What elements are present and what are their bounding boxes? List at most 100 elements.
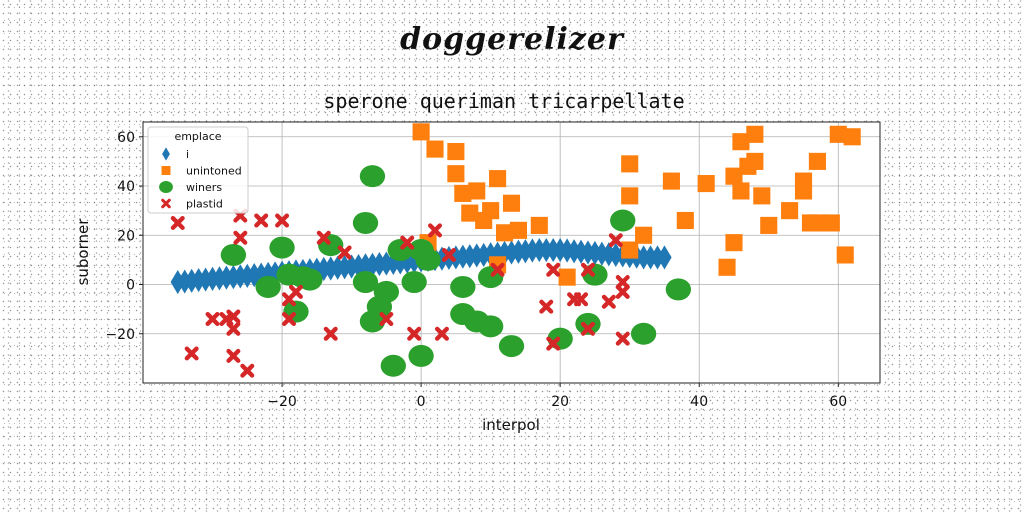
- data-point-winers: [373, 280, 399, 303]
- data-point-i: [226, 265, 241, 290]
- data-point-i: [344, 254, 359, 279]
- data-point-unintoned: [509, 221, 528, 239]
- data-point-plastid: [226, 309, 241, 324]
- chart-title: sperone queriman tricarpellate: [323, 89, 684, 113]
- data-point-i: [177, 269, 192, 294]
- data-point-i: [337, 255, 352, 280]
- data-point-plastid: [205, 311, 220, 326]
- y-tick-label: 20: [117, 228, 135, 244]
- data-point-unintoned: [489, 170, 507, 188]
- legend-marker-unintoned: [161, 166, 171, 175]
- data-point-i: [559, 238, 575, 263]
- data-point-plastid: [615, 331, 630, 346]
- data-point-winers: [665, 278, 692, 301]
- data-point-i: [601, 242, 616, 267]
- data-point-unintoned: [725, 234, 743, 252]
- data-point-i: [191, 267, 206, 293]
- data-point-unintoned: [718, 258, 736, 276]
- legend: emplace i unintoned winers plastid: [147, 126, 249, 214]
- data-point-plastid: [580, 321, 595, 336]
- data-point-i: [657, 245, 672, 270]
- y-tick-label: 60: [117, 130, 135, 146]
- data-point-winers: [380, 354, 406, 377]
- data-point-plastid: [282, 311, 297, 326]
- data-point-plastid: [233, 230, 248, 245]
- data-point-unintoned: [794, 182, 813, 200]
- data-point-plastid: [441, 247, 456, 262]
- data-point-plastid: [428, 223, 443, 238]
- legend-label-unintoned: unintoned: [186, 165, 242, 178]
- data-point-unintoned: [530, 216, 548, 234]
- data-point-unintoned: [447, 165, 465, 183]
- data-point-unintoned: [760, 216, 778, 234]
- data-point-plastid: [226, 348, 241, 363]
- data-point-winers: [352, 211, 379, 234]
- data-point-plastid: [323, 326, 338, 341]
- y-tick-label: −20: [105, 327, 135, 343]
- data-point-unintoned: [836, 246, 854, 264]
- data-point-unintoned: [662, 172, 680, 190]
- data-point-unintoned: [635, 226, 653, 244]
- data-point-i: [240, 263, 255, 288]
- data-point-unintoned: [746, 152, 764, 170]
- data-point-winers: [220, 243, 247, 266]
- data-point-plastid: [400, 235, 415, 250]
- data-point-plastid: [574, 292, 589, 307]
- x-tick-label: 20: [551, 394, 569, 410]
- data-point-winers: [630, 322, 657, 345]
- data-point-plastid: [539, 299, 554, 314]
- data-point-unintoned: [746, 125, 764, 143]
- y-tick-label: 0: [126, 278, 135, 294]
- x-axis-label: interpol: [482, 416, 540, 434]
- data-point-winers: [450, 275, 476, 298]
- data-point-unintoned: [732, 133, 750, 151]
- x-tick-label: −20: [267, 394, 297, 410]
- data-point-plastid: [275, 213, 290, 228]
- data-point-unintoned: [461, 204, 479, 222]
- data-point-unintoned: [621, 155, 639, 173]
- data-point-plastid: [601, 294, 616, 309]
- data-point-plastid: [288, 284, 303, 299]
- data-point-plastid: [170, 215, 185, 230]
- data-point-unintoned: [676, 211, 694, 230]
- data-point-unintoned: [426, 140, 444, 158]
- data-point-i: [553, 237, 568, 263]
- data-point-unintoned: [412, 123, 430, 141]
- data-point-unintoned: [822, 214, 840, 232]
- data-point-unintoned: [808, 214, 826, 232]
- data-point-winers: [610, 209, 636, 232]
- data-point-unintoned: [502, 194, 521, 212]
- data-point-plastid: [407, 326, 422, 341]
- data-point-unintoned: [781, 202, 799, 220]
- y-tick-label: 40: [117, 179, 135, 195]
- data-point-i: [587, 240, 603, 266]
- data-point-unintoned: [558, 268, 576, 286]
- data-point-unintoned: [843, 128, 861, 146]
- legend-marker-i: [162, 147, 170, 161]
- data-point-unintoned: [482, 202, 500, 220]
- data-point-unintoned: [732, 182, 750, 200]
- data-point-unintoned: [725, 167, 743, 185]
- legend-label-plastid: plastid: [186, 198, 223, 211]
- plot-frame: [142, 121, 881, 384]
- data-point-plastid: [240, 363, 255, 378]
- data-point-plastid: [546, 336, 561, 351]
- x-tick-label: 0: [417, 394, 426, 410]
- data-point-unintoned: [829, 125, 847, 143]
- data-point-plastid: [615, 275, 630, 290]
- data-point-winers: [352, 271, 379, 294]
- legend-label-i: i: [186, 148, 189, 161]
- data-point-i: [261, 261, 276, 287]
- figure-suptitle: doggerelizer: [400, 22, 624, 57]
- data-point-plastid: [316, 230, 331, 245]
- axis-ticks: −20 0 20 40 60 −20 0 20 40 60: [105, 130, 847, 410]
- data-point-i: [233, 264, 248, 289]
- data-point-unintoned: [621, 241, 639, 259]
- legend-box: [147, 126, 249, 214]
- data-point-unintoned: [753, 187, 771, 205]
- x-tick-label: 60: [829, 394, 847, 410]
- data-point-plastid: [490, 262, 505, 277]
- data-point-i: [462, 244, 477, 269]
- data-point-plastid: [226, 321, 241, 336]
- data-point-winers: [575, 312, 601, 335]
